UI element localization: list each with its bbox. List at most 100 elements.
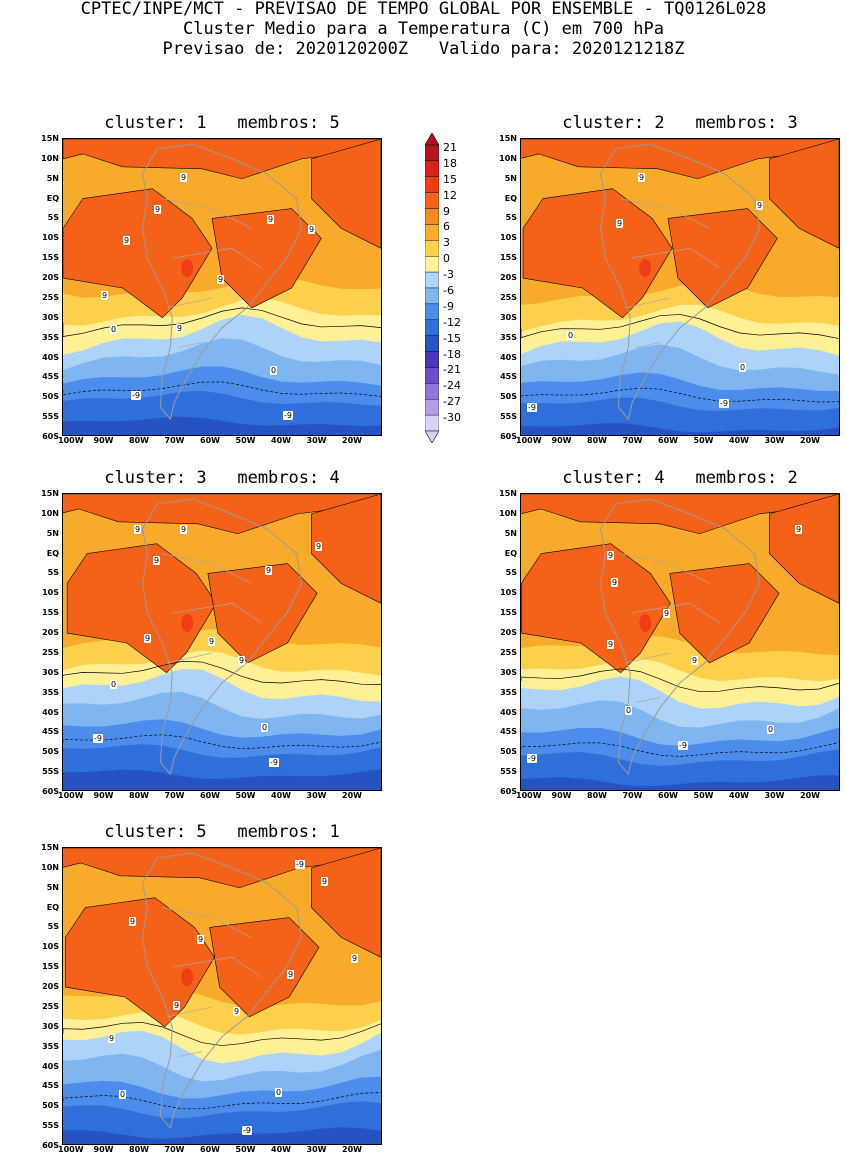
warm-region-3 <box>311 494 381 604</box>
colorbar-label: 3 <box>443 236 450 250</box>
lon-tick-label: 70W <box>164 791 185 800</box>
lat-tick-label: 10N <box>499 508 517 518</box>
lat-tick-label: 5S <box>505 568 517 578</box>
contour-label: 9 <box>144 634 152 643</box>
lon-tick-label: 30W <box>306 791 327 800</box>
colorbar-segment <box>424 224 440 241</box>
contour-label: -9 <box>131 391 141 400</box>
title-line-2: Cluster Medio para a Temperatura (C) em … <box>182 19 665 39</box>
warm-region-3 <box>311 848 381 958</box>
lon-tick-label: 80W <box>129 791 149 800</box>
hot-core <box>639 259 652 278</box>
warm-region-3 <box>311 139 381 249</box>
lon-tick-label: 20W <box>800 436 820 445</box>
lat-tick-label: 40S <box>42 352 59 362</box>
lon-tick-label: 40W <box>271 791 291 800</box>
contour-label: 9 <box>663 609 671 618</box>
lat-tick-label: 15S <box>42 608 59 618</box>
colorbar-label: 18 <box>443 156 457 170</box>
country-borders <box>162 907 262 1057</box>
contour-label: -9 <box>295 860 305 869</box>
lat-tick-label: 60S <box>42 432 59 441</box>
lat-tick-label: EQ <box>504 193 517 203</box>
colorbar-label: -30 <box>443 411 461 425</box>
lat-tick-label: EQ <box>46 902 59 912</box>
lon-tick-label: 40W <box>729 791 749 800</box>
lat-tick-label: 5S <box>505 213 517 223</box>
colorbar-label: -18 <box>443 347 461 361</box>
lat-tick-label: 10S <box>42 942 59 952</box>
lat-tick-label: 40S <box>42 1061 59 1071</box>
lat-tick-label: 55S <box>42 1121 59 1131</box>
lat-tick-label: 10S <box>500 588 517 598</box>
contour-label: 9 <box>265 566 273 575</box>
lat-tick-label: 15S <box>500 608 517 618</box>
panel-2-svg <box>521 139 839 435</box>
colorbar-segment <box>424 399 440 416</box>
lon-tick-label: 80W <box>587 791 607 800</box>
lat-tick-label: 10N <box>499 153 517 163</box>
lat-tick-label: 55S <box>42 412 59 422</box>
panel-4-map: 9 9 9 9 9 9 0 0 -9 -9 <box>520 493 840 791</box>
colorbar-label: -9 <box>443 299 454 313</box>
contour-label: 0 <box>739 363 747 372</box>
colorbar-svg <box>424 132 440 444</box>
colorbar-label: 6 <box>443 220 450 234</box>
lat-tick-label: EQ <box>46 193 59 203</box>
lon-tick-label: 90W <box>93 436 114 445</box>
hot-core <box>639 614 652 633</box>
contour-label: 9 <box>217 275 225 284</box>
title-line-3: Previsao de: 2020120200Z Valido para: 20… <box>162 39 685 59</box>
continent-outline <box>599 498 761 776</box>
contour-label: 9 <box>197 935 205 944</box>
lat-tick-label: 5N <box>46 528 59 538</box>
lat-tick-label: 60S <box>500 787 517 796</box>
contour-label: 9 <box>315 542 323 551</box>
lat-tick-label: 15N <box>41 843 59 852</box>
lat-tick-label: 15N <box>499 134 517 143</box>
lon-tick-label: 60W <box>200 791 220 800</box>
colorbar-segment <box>424 287 440 305</box>
colorbar-label: -6 <box>443 284 454 297</box>
lat-tick-label: 30S <box>42 312 59 322</box>
contour-zero <box>63 660 381 685</box>
lon-tick-label: 60W <box>200 436 220 445</box>
lat-tick-label: 5S <box>47 213 59 223</box>
lon-tick-label: 40W <box>271 436 291 445</box>
lat-tick-label: 40S <box>500 707 517 717</box>
lon-tick-label: 80W <box>129 436 149 445</box>
band-7 <box>521 423 839 435</box>
contour-label: 9 <box>756 201 764 210</box>
contour-label: 9 <box>108 1034 116 1043</box>
hot-core <box>181 259 194 278</box>
panel-5-map: 9 9 9 9 9 9 9 9 0 0 -9 -9 <box>62 847 382 1145</box>
colorbar-segment <box>424 414 440 432</box>
lon-tick-label: 50W <box>693 791 714 800</box>
panel-3-svg <box>63 494 381 790</box>
lat-tick-label: 5N <box>504 173 517 183</box>
continent-outline <box>141 143 303 421</box>
lat-tick-label: 5S <box>47 568 59 578</box>
lat-tick-label: 15S <box>500 253 517 263</box>
lat-tick-label: 40S <box>500 352 517 362</box>
panel-3-map: 9 9 9 9 9 9 9 9 0 0 -9 -9 <box>62 493 382 791</box>
lat-tick-label: 10S <box>42 588 59 598</box>
lon-tick-label: 100W <box>58 436 84 445</box>
colorbar-segment <box>424 335 440 352</box>
lat-tick-label: 60S <box>42 1141 59 1150</box>
contour-label: -9 <box>283 411 293 420</box>
lat-tick-label: 45S <box>42 1081 59 1091</box>
lon-tick-label: 100W <box>516 791 542 800</box>
lon-tick-label: 70W <box>622 436 643 445</box>
continent-outline <box>141 852 303 1130</box>
lon-tick-label: 60W <box>658 436 678 445</box>
colorbar-segment <box>424 240 440 257</box>
colorbar-top-triangle <box>424 132 440 146</box>
colorbar-segment <box>424 383 440 400</box>
lon-tick-label: 20W <box>342 791 362 800</box>
lat-tick-label: 50S <box>500 392 517 402</box>
contour-minus9 <box>63 381 381 397</box>
band-7 <box>521 775 839 790</box>
lat-tick-label: 15N <box>41 489 59 498</box>
lat-tick-label: 15S <box>42 962 59 972</box>
